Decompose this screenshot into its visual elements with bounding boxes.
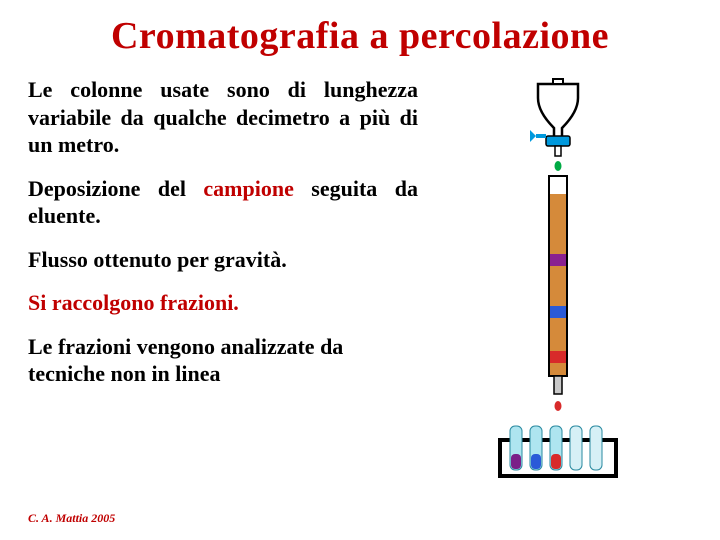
paragraph-1: Le colonne usate sono di lunghezza varia… xyxy=(28,76,418,159)
illustration xyxy=(438,76,678,486)
page-title: Cromatografia a percolazione xyxy=(0,0,720,58)
tube-3 xyxy=(550,426,562,470)
tube-2 xyxy=(530,426,542,470)
tube-4 xyxy=(570,426,582,470)
paragraph-4: Si raccolgono frazioni. xyxy=(28,289,418,317)
p2-part-a: Deposizione del xyxy=(28,176,203,201)
test-tube-rack-icon xyxy=(498,426,618,478)
paragraph-3: Flusso ottenuto per gravità. xyxy=(28,246,418,274)
paragraph-2: Deposizione del campione seguita da elue… xyxy=(28,175,418,230)
text-column: Le colonne usate sono di lunghezza varia… xyxy=(28,76,438,486)
eluent-drop-icon xyxy=(555,161,562,171)
p2-highlight: campione xyxy=(203,176,293,201)
tube-5 xyxy=(590,426,602,470)
tube-1 xyxy=(510,426,522,470)
column-icon xyxy=(549,176,567,394)
chromatography-svg xyxy=(438,76,678,486)
footer-credit: C. A. Mattia 2005 xyxy=(28,511,115,526)
paragraph-5: Le frazioni vengono analizzate da tecnic… xyxy=(28,333,418,388)
separatory-funnel-icon xyxy=(530,79,578,156)
eluate-drop-icon xyxy=(555,401,562,411)
content-area: Le colonne usate sono di lunghezza varia… xyxy=(0,58,720,486)
